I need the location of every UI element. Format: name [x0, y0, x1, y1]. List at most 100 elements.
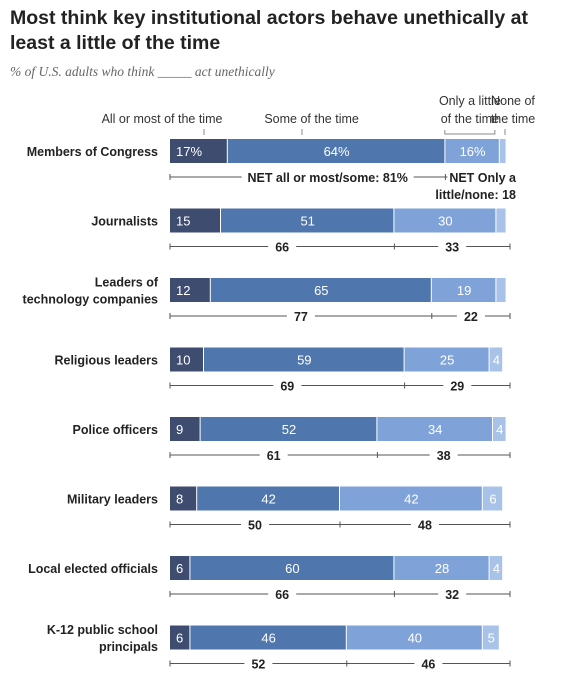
net-label-bg [241, 516, 269, 533]
data-label: 25 [440, 353, 454, 368]
data-label: 17% [176, 144, 202, 159]
net-label-bg [411, 516, 439, 533]
net-label-bg [443, 377, 472, 394]
bar-segment [170, 486, 197, 511]
net-label-bg [286, 308, 315, 324]
bar-segment [210, 278, 431, 302]
net-label-bg [438, 238, 467, 255]
net-label-bg [273, 377, 302, 394]
column-header-0: All or most of the time [102, 112, 223, 126]
data-label: 19 [457, 283, 471, 298]
bar-segment [221, 208, 394, 233]
net-left-value: 52 [251, 658, 265, 672]
bar-segment [482, 625, 499, 650]
data-label: 60 [285, 561, 299, 576]
data-label: 65 [314, 283, 328, 298]
bar-segment [170, 417, 200, 441]
data-label: 10 [176, 353, 190, 368]
bar-segment [489, 347, 503, 372]
net-label-bg [268, 586, 297, 602]
net-label: NET all or most/some: 81% [247, 171, 407, 185]
net-left-value: 66 [275, 588, 289, 602]
net-left-value: 69 [280, 380, 294, 394]
category-label: K-12 public school [47, 623, 158, 637]
net-right-value: 29 [450, 380, 464, 394]
bar-segment [190, 625, 346, 650]
column-header-1: Some of the time [264, 112, 359, 126]
bar-segment [197, 486, 339, 511]
chart-title: Most think key institutional actors beha… [10, 7, 528, 54]
data-label: 5 [488, 631, 495, 646]
bar-segment [227, 139, 445, 163]
net-left-value: 50 [248, 519, 262, 533]
data-label: 4 [496, 422, 503, 437]
chart-subtitle: % of U.S. adults who think _____ act une… [10, 64, 275, 79]
category-label: Police officers [73, 423, 158, 437]
bar-segment [204, 347, 404, 372]
bar-segment [394, 556, 489, 580]
net-label-bg [438, 586, 467, 602]
net-label-bg [241, 169, 414, 185]
bar-segment [346, 625, 482, 650]
net-label-bg [259, 447, 288, 463]
bar-segment [170, 625, 190, 650]
net-right-value: 32 [445, 588, 459, 602]
category-label: Journalists [91, 215, 158, 229]
data-label: 6 [176, 561, 183, 576]
column-header-bracket [444, 130, 496, 135]
net-right-value: 46 [421, 658, 435, 672]
bar-segment [340, 486, 482, 511]
bar-segment [170, 347, 203, 372]
bar-segment [482, 486, 503, 511]
column-header-2: Only a little [439, 94, 501, 108]
bar-segment [170, 208, 220, 233]
category-label: Military leaders [67, 493, 158, 507]
category-label: Members of Congress [27, 145, 158, 159]
bar-segment [496, 278, 506, 302]
bar-segment [499, 139, 506, 163]
data-label: 34 [428, 422, 442, 437]
net-left-value: 61 [267, 449, 281, 463]
bar-segment [489, 556, 503, 580]
data-label: 6 [489, 492, 496, 507]
bar-segment [200, 417, 377, 441]
data-label: 8 [176, 492, 183, 507]
bar-segment [496, 208, 506, 233]
net-label-bg [429, 447, 458, 463]
data-label: 51 [300, 214, 314, 229]
data-label: 16% [460, 144, 486, 159]
data-label: 59 [297, 353, 311, 368]
net-right-value: 33 [445, 241, 459, 255]
data-label: 12 [176, 283, 190, 298]
data-label: 28 [435, 561, 449, 576]
net-left-value: 77 [294, 310, 308, 324]
data-label: 52 [282, 422, 296, 437]
data-label: 42 [404, 492, 418, 507]
net-label-bg [268, 238, 297, 255]
net-right-value: 48 [418, 519, 432, 533]
category-label: technology companies [23, 293, 158, 307]
data-label: 64% [324, 144, 350, 159]
category-label: principals [99, 640, 158, 654]
bar-segment [404, 347, 489, 372]
bar-segment [394, 208, 496, 233]
net-label: NET Only a [449, 171, 517, 185]
column-header-3: None of [491, 94, 535, 108]
net-left-value: 66 [275, 241, 289, 255]
data-label: 4 [493, 561, 500, 576]
bar-segment [170, 139, 227, 163]
net-label: little/none: 18 [435, 188, 516, 202]
net-label-bg [414, 655, 443, 672]
data-label: 40 [408, 631, 422, 646]
data-label: 4 [493, 353, 500, 368]
data-label: 6 [176, 631, 183, 646]
data-label: 42 [261, 492, 275, 507]
category-label: Religious leaders [54, 354, 158, 368]
category-label: Local elected officials [28, 562, 158, 576]
data-label: 9 [176, 422, 183, 437]
net-label-bg [447, 169, 568, 205]
column-header-2: of the time [441, 112, 499, 126]
bar-segment [170, 556, 190, 580]
data-label: 46 [261, 631, 275, 646]
